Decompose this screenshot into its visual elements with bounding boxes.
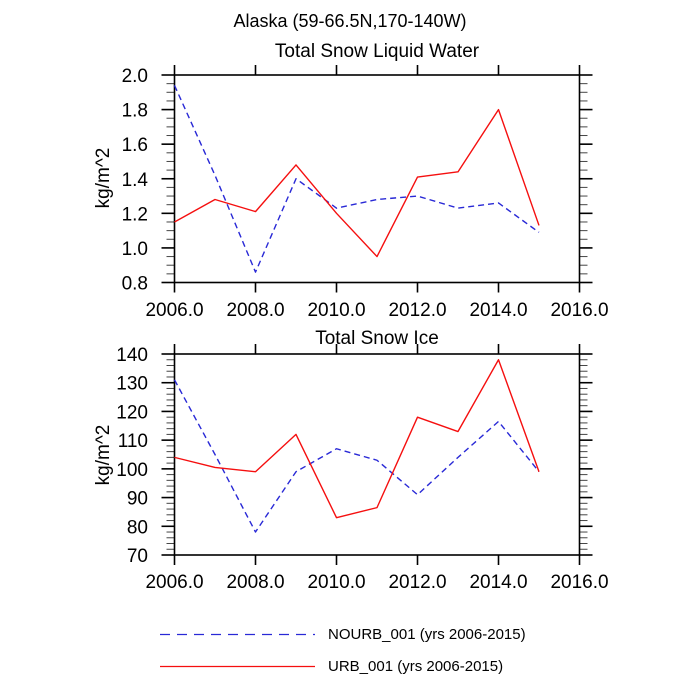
snow-ice-chart-canvas: 70 80 90 100 110 120 130 140 2006.0 2008.0 2010.0 2…: [116, 344, 609, 592]
x-tick-label: 2016.0: [550, 572, 608, 592]
y-tick-label: 0.8: [122, 274, 148, 295]
legend-label-nourb: NOURB_001 (yrs 2006-2015): [328, 625, 526, 643]
y-tick-label: 70: [127, 546, 148, 567]
y-tick-label: 1.6: [122, 135, 148, 156]
y-tick-label: 120: [116, 402, 148, 423]
y-tick-label: 2.0: [122, 66, 148, 87]
series-line-nourb_001: [173, 379, 540, 533]
y-tick-label: 1.0: [122, 239, 148, 260]
x-tick-label: 2012.0: [388, 300, 446, 321]
chart-title-liquid-water: Total Snow Liquid Water: [274, 41, 480, 62]
x-tick-label: 2010.0: [307, 572, 365, 592]
legend-label-urb: URB_001 (yrs 2006-2015): [328, 657, 504, 675]
x-tick-label: 2008.0: [226, 572, 284, 592]
x-tick-label: 2008.0: [226, 300, 284, 321]
y-tick-label: 100: [116, 460, 148, 481]
main-title: Alaska (59-66.5N,170-140W): [233, 11, 467, 31]
y-tick-label: 80: [127, 517, 148, 538]
x-tick-label: 2014.0: [469, 300, 527, 321]
y-tick-label: 90: [127, 489, 148, 510]
plot-frame: [173, 353, 581, 556]
x-tick-label: 2006.0: [145, 300, 203, 321]
y-tick-label: 140: [116, 345, 148, 366]
series-line-urb_001: [174, 359, 540, 519]
x-tick-label: 2006.0: [145, 572, 203, 592]
chart-title-snow-ice: Total Snow Ice: [315, 328, 439, 349]
legend-item-urb: URB_001 (yrs 2006-2015): [160, 657, 504, 675]
legend-item-nourb: NOURB_001 (yrs 2006-2015): [160, 625, 526, 643]
liquid-water-chart-canvas: 0.8 1.0 1.2 1.4 1.6 1.8 2.0 2006.0 2008.0 2010.0 2…: [122, 65, 609, 321]
y-tick-label: 110: [118, 431, 148, 452]
legend-solid-line-swatch: [160, 665, 315, 668]
series-line-urb_001: [174, 108, 540, 258]
x-tick-label: 2010.0: [307, 300, 365, 321]
y-tick-label: 1.8: [122, 101, 148, 122]
x-tick-label: 2016.0: [550, 300, 608, 321]
plot-frame: [173, 74, 581, 284]
y-tick-label: 1.4: [122, 170, 149, 191]
x-tick-label: 2012.0: [388, 572, 446, 592]
legend-dashed-line-swatch: [160, 633, 315, 636]
y-tick-label: 1.2: [122, 204, 148, 225]
series-line-nourb_001: [173, 85, 540, 273]
y-tick-label: 130: [116, 374, 148, 395]
x-tick-label: 2014.0: [469, 572, 527, 592]
